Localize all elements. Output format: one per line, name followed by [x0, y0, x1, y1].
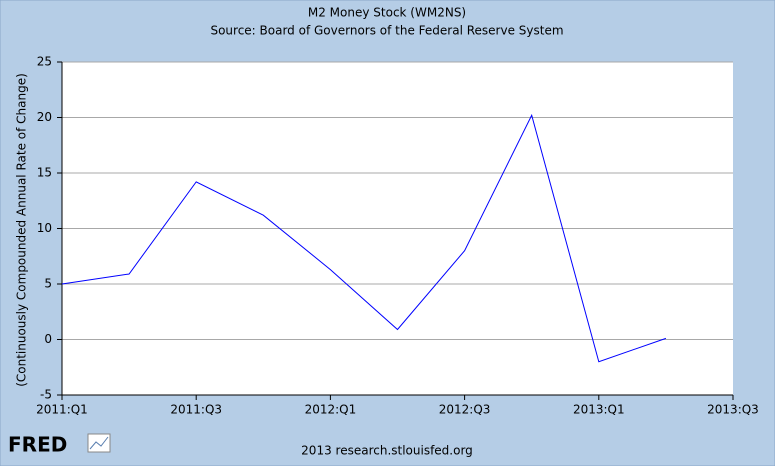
logo-icon: [87, 433, 111, 453]
y-tick-label: 20: [37, 110, 52, 124]
x-tick-label: 2013:Q3: [707, 403, 759, 417]
footer: 2013 research.stlouisfed.org: [301, 444, 473, 458]
x-tick-label: 2012:Q3: [439, 403, 491, 417]
chart-title: M2 Money Stock (WM2NS): [308, 6, 466, 20]
y-tick-label: 0: [44, 332, 52, 346]
logo-icon-line: [89, 436, 109, 450]
x-tick-label: 2011:Q1: [36, 403, 88, 417]
y-tick-label: -5: [40, 388, 52, 402]
y-tick-label: 25: [37, 55, 52, 69]
y-axis-label: (Continuously Compounded Annual Rate of …: [15, 73, 29, 387]
logo: FRED: [8, 433, 67, 457]
x-tick-label: 2011:Q3: [170, 403, 222, 417]
y-tick-label: 15: [37, 166, 52, 180]
y-tick-label: 5: [44, 277, 52, 291]
x-tick-label: 2012:Q1: [305, 403, 357, 417]
chart-subtitle: Source: Board of Governors of the Federa…: [210, 24, 563, 38]
data-line: [61, 113, 667, 363]
x-tick-label: 2013:Q1: [573, 403, 625, 417]
y-tick-label: 10: [37, 221, 52, 235]
